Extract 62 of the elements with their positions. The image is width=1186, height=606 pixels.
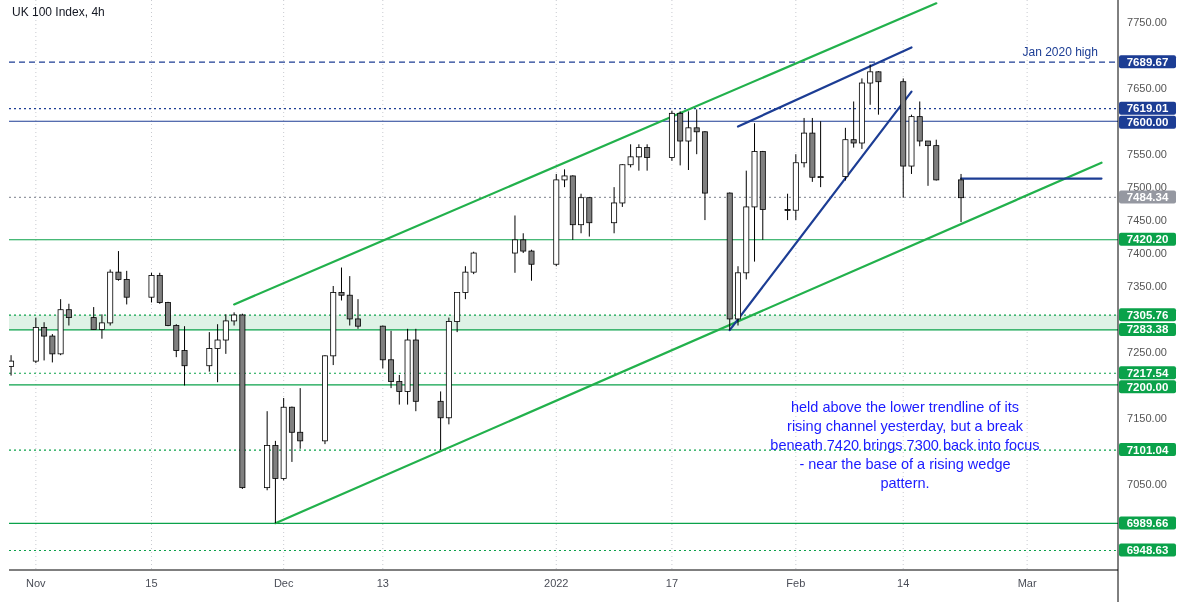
y-tick-label: 7550.00 <box>1127 148 1167 161</box>
y-tick-label: 7450.00 <box>1127 213 1167 226</box>
ref-line-label: 7305.76 <box>1126 308 1169 321</box>
candlestick <box>90 306 97 330</box>
candlestick <box>355 298 361 330</box>
y-tick-label: 7350.00 <box>1127 279 1167 292</box>
candlestick <box>611 186 618 234</box>
ref-line-label: 7484.34 <box>1126 190 1169 203</box>
ref-line-label: 7283.38 <box>1126 323 1169 336</box>
ref-line-label: 7200.00 <box>1126 380 1169 393</box>
candlestick <box>784 193 791 221</box>
candlestick <box>41 321 48 361</box>
text: UK 100 Index, 4h <box>12 5 105 19</box>
x-tick-label: Nov <box>26 577 47 589</box>
y-tick-label: 7050.00 <box>1127 477 1167 490</box>
candlestick <box>512 214 518 274</box>
x-tick-label: Dec <box>273 577 294 589</box>
candlestick <box>338 267 345 301</box>
candlestick <box>115 250 122 282</box>
x-tick-label: 2022 <box>544 577 569 589</box>
annotation: Jan 2020 high <box>1022 45 1098 60</box>
candlestick <box>222 313 229 355</box>
x-tick-label: 14 <box>897 577 910 589</box>
candlestick <box>388 330 395 389</box>
candlestick <box>437 390 444 451</box>
candlestick <box>297 387 304 450</box>
y-tick-label: 7500.00 <box>1127 180 1167 193</box>
y-tick-label: 7400.00 <box>1127 246 1167 259</box>
candlestick <box>925 140 931 187</box>
candlestick <box>867 64 874 106</box>
ref-line-label: 6989.66 <box>1126 516 1169 529</box>
candlestick <box>644 143 651 172</box>
candlestick <box>181 325 188 386</box>
ref-line-label: 7101.04 <box>1126 443 1169 456</box>
x-tick-label: Mar <box>1017 577 1037 589</box>
candlestick <box>148 272 155 303</box>
x-tick-label: 13 <box>376 577 389 589</box>
ref-line-label: 7619.01 <box>1126 102 1169 115</box>
x-tick-label: 15 <box>145 577 158 589</box>
candlestick <box>528 249 535 282</box>
y-tick-label: 7750.00 <box>1127 16 1167 29</box>
candlestick <box>875 70 882 116</box>
candlestick <box>635 143 642 172</box>
ref-line-label: 7689.67 <box>1126 55 1169 68</box>
annotation: held above the lower trendline of its rising channel yesterday, but a break beneath 7420 brings 7300 back into focus - near the base of a rising wedge pattern. <box>770 399 1040 491</box>
y-tick-label: 7250.00 <box>1127 345 1167 358</box>
candlestick <box>98 313 105 340</box>
ref-line-label: 6948.63 <box>1126 544 1169 556</box>
candlestick <box>123 270 130 305</box>
x-tick-label: Feb <box>786 577 806 589</box>
y-tick-label: 7650.00 <box>1127 82 1167 95</box>
x-tick-label: 17 <box>665 577 679 589</box>
ref-line-label: 7600.00 <box>1126 116 1169 129</box>
ref-line-label: 7420.20 <box>1126 233 1169 246</box>
ref-line-label: 7217.54 <box>1126 366 1169 379</box>
candlestick <box>231 311 238 327</box>
candlestick <box>346 275 353 327</box>
y-tick-label: 7150.00 <box>1127 411 1167 424</box>
candlestick <box>958 173 965 223</box>
candlestick <box>520 232 527 254</box>
candlestick <box>9 354 15 377</box>
candlestick <box>65 303 72 327</box>
